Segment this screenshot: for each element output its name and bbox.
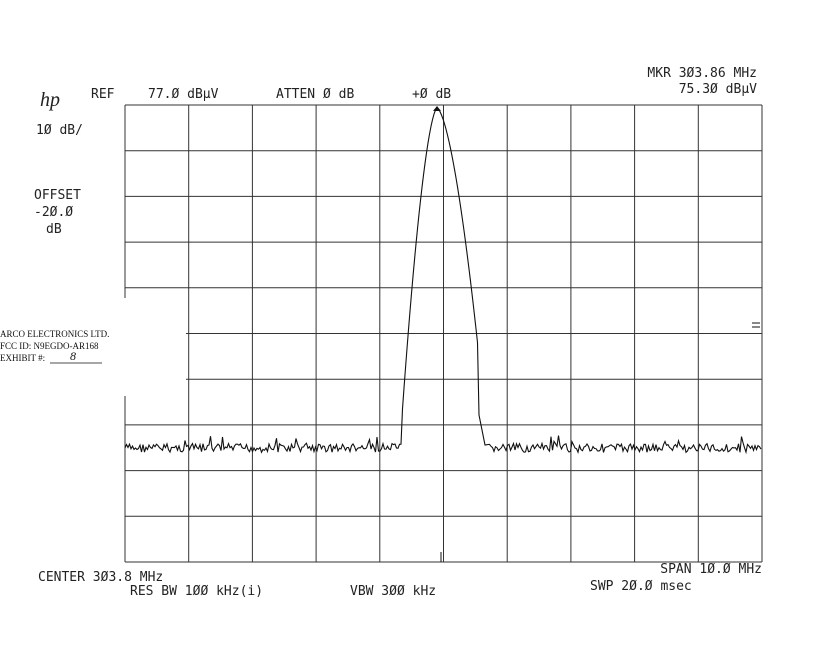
sweep-time: SWP 2Ø.Ø msec bbox=[590, 579, 692, 594]
marker bbox=[433, 106, 441, 111]
fcc-id: FCC ID: N9EGDO-AR168 bbox=[0, 341, 99, 351]
center-frequency: CENTER 3Ø3.8 MHz bbox=[38, 570, 163, 585]
attenuation: ATTEN Ø dB bbox=[276, 87, 354, 102]
ref-label: REF bbox=[91, 87, 115, 102]
spectrum-trace bbox=[124, 107, 762, 455]
label-mask bbox=[0, 298, 186, 396]
marker-level: 75.3Ø dBµV bbox=[679, 82, 757, 97]
exhibit-number: 8 bbox=[70, 349, 76, 363]
graticule bbox=[124, 104, 763, 563]
marker-frequency: MKR 3Ø3.86 MHz bbox=[647, 66, 757, 81]
scale: 1Ø dB/ bbox=[36, 123, 83, 138]
resolution-bandwidth: RES BW 1ØØ kHz(i) bbox=[130, 584, 263, 599]
span: SPAN 1Ø.Ø MHz bbox=[660, 562, 762, 577]
ref-level: 77.Ø dBµV bbox=[148, 87, 219, 102]
offset-unit: dB bbox=[46, 222, 62, 237]
video-bandwidth: VBW 3ØØ kHz bbox=[350, 584, 436, 599]
offset-label: OFFSET bbox=[34, 188, 81, 203]
exhibit: EXHIBIT #: bbox=[0, 353, 45, 363]
logo: hp bbox=[40, 89, 60, 111]
offset-display: +Ø dB bbox=[412, 87, 451, 102]
offset-value: -2Ø.Ø bbox=[34, 205, 73, 220]
company: ARCO ELECTRONICS LTD. bbox=[0, 329, 109, 339]
